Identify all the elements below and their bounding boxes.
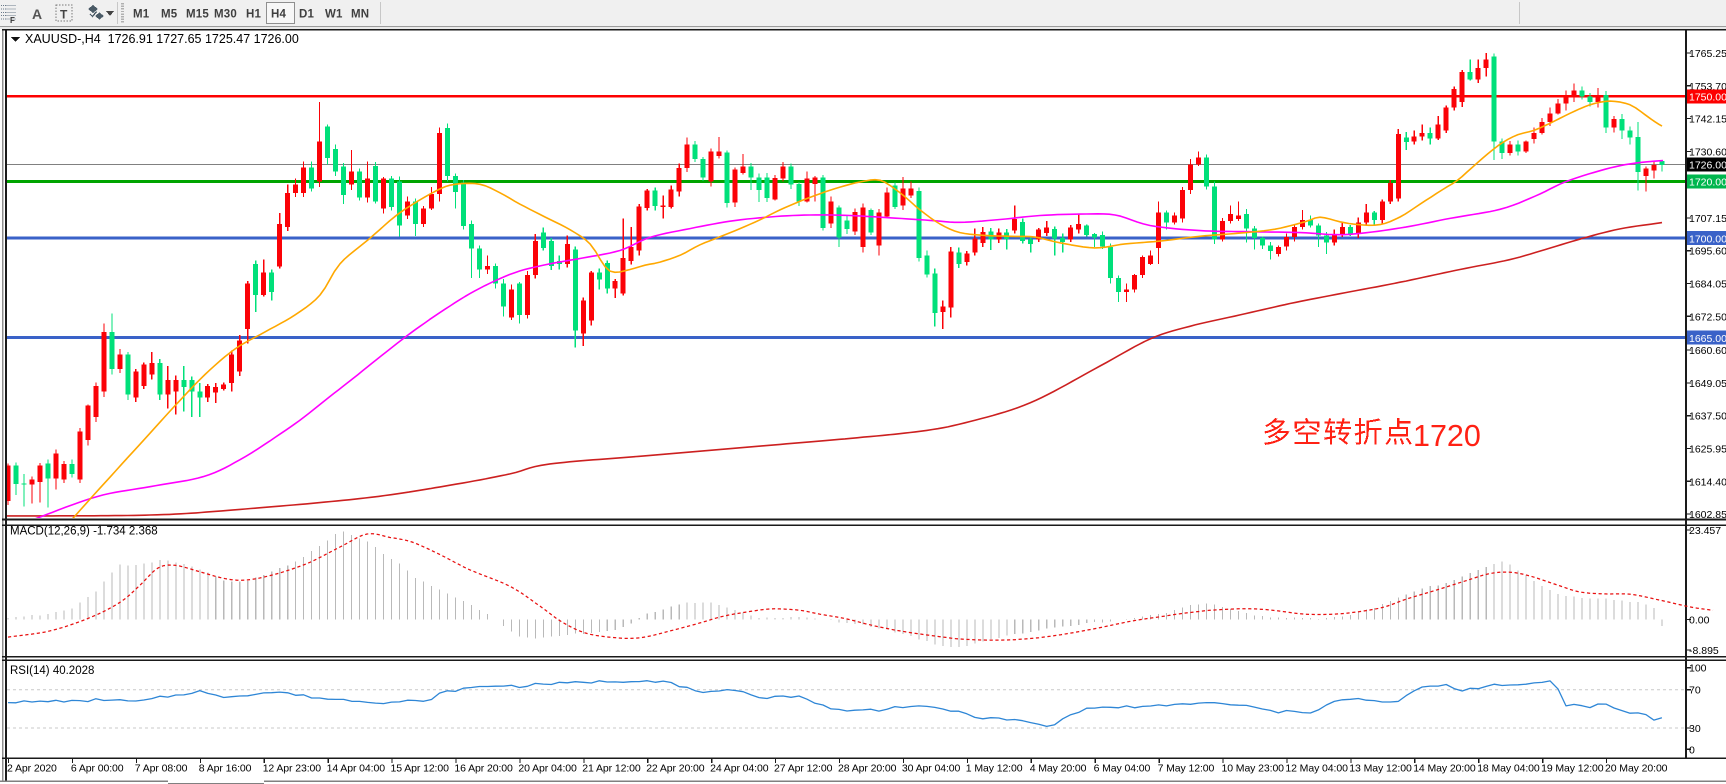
svg-text:1672.50: 1672.50 [1689, 311, 1726, 323]
svg-text:19 May 12:00: 19 May 12:00 [1541, 763, 1604, 775]
svg-text:16 Apr 20:00: 16 Apr 20:00 [454, 763, 513, 775]
svg-text:1707.15: 1707.15 [1689, 213, 1726, 225]
svg-text:7 Apr 08:00: 7 Apr 08:00 [135, 763, 188, 775]
svg-text:24 Apr 04:00: 24 Apr 04:00 [710, 763, 769, 775]
svg-text:1720.00: 1720.00 [1689, 177, 1726, 189]
svg-text:1 May 12:00: 1 May 12:00 [966, 763, 1023, 775]
svg-text:1602.85: 1602.85 [1689, 509, 1726, 521]
svg-text:M5: M5 [161, 9, 178, 21]
svg-text:1625.95: 1625.95 [1689, 444, 1726, 456]
svg-text:14 May 20:00: 14 May 20:00 [1413, 763, 1476, 775]
svg-text:20 May 20:00: 20 May 20:00 [1605, 763, 1668, 775]
svg-text:F: F [10, 16, 15, 25]
svg-text:H4: H4 [271, 9, 287, 21]
svg-text:0.00: 0.00 [1689, 615, 1710, 627]
svg-text:1726.00: 1726.00 [1689, 160, 1726, 172]
svg-text:12 Apr 23:00: 12 Apr 23:00 [263, 763, 322, 775]
svg-text:2 Apr 2020: 2 Apr 2020 [7, 763, 57, 775]
svg-text:1649.05: 1649.05 [1689, 378, 1726, 390]
svg-text:M30: M30 [214, 9, 237, 21]
svg-text:1742.15: 1742.15 [1689, 114, 1726, 126]
svg-text:12 May 04:00: 12 May 04:00 [1285, 763, 1348, 775]
svg-text:1765.25: 1765.25 [1689, 48, 1726, 60]
svg-text:-8.895: -8.895 [1689, 645, 1719, 657]
svg-text:28 Apr 20:00: 28 Apr 20:00 [838, 763, 897, 775]
svg-text:23.457: 23.457 [1689, 525, 1721, 537]
svg-text:100: 100 [1689, 663, 1707, 675]
svg-text:18 May 04:00: 18 May 04:00 [1477, 763, 1540, 775]
svg-text:4 May 20:00: 4 May 20:00 [1030, 763, 1087, 775]
svg-text:T: T [60, 8, 68, 22]
svg-text:22 Apr 20:00: 22 Apr 20:00 [646, 763, 705, 775]
svg-text:A: A [32, 6, 42, 22]
svg-text:H1: H1 [246, 9, 262, 21]
svg-text:D1: D1 [299, 9, 315, 21]
svg-text:1660.60: 1660.60 [1689, 345, 1726, 357]
svg-text:14 Apr 04:00: 14 Apr 04:00 [327, 763, 386, 775]
svg-text:30: 30 [1689, 723, 1701, 735]
svg-text:1665.00: 1665.00 [1689, 333, 1726, 345]
svg-text:70: 70 [1689, 685, 1701, 697]
svg-text:1695.60: 1695.60 [1689, 246, 1726, 258]
svg-text:20 Apr 04:00: 20 Apr 04:00 [518, 763, 577, 775]
svg-text:6 Apr 00:00: 6 Apr 00:00 [71, 763, 124, 775]
svg-text:1700.00: 1700.00 [1689, 233, 1726, 245]
svg-text:M15: M15 [186, 9, 209, 21]
svg-text:1614.40: 1614.40 [1689, 476, 1726, 488]
svg-text:0: 0 [1689, 744, 1695, 756]
svg-text:XAUUSD-,H4 1726.91 1727.65 17: XAUUSD-,H4 1726.91 1727.65 1725.47 1726.… [25, 32, 299, 46]
svg-text:30 Apr 04:00: 30 Apr 04:00 [902, 763, 961, 775]
svg-text:7 May 12:00: 7 May 12:00 [1158, 763, 1215, 775]
svg-text:21 Apr 12:00: 21 Apr 12:00 [582, 763, 641, 775]
svg-text:MACD(12,26,9) -1.734 2.368: MACD(12,26,9) -1.734 2.368 [10, 526, 158, 538]
svg-text:1750.00: 1750.00 [1689, 92, 1726, 104]
svg-text:MN: MN [351, 9, 369, 21]
svg-text:13 May 12:00: 13 May 12:00 [1349, 763, 1412, 775]
svg-text:W1: W1 [325, 9, 343, 21]
svg-text:1730.60: 1730.60 [1689, 146, 1726, 158]
svg-text:10 May 23:00: 10 May 23:00 [1222, 763, 1285, 775]
svg-text:1720: 1720 [1413, 419, 1481, 453]
svg-text:RSI(14) 40.2028: RSI(14) 40.2028 [10, 665, 94, 677]
svg-text:6 May 04:00: 6 May 04:00 [1094, 763, 1151, 775]
svg-text:M1: M1 [133, 9, 150, 21]
svg-text:15 Apr 12:00: 15 Apr 12:00 [391, 763, 450, 775]
svg-text:1684.05: 1684.05 [1689, 279, 1726, 291]
svg-text:27 Apr 12:00: 27 Apr 12:00 [774, 763, 833, 775]
svg-text:1637.50: 1637.50 [1689, 411, 1726, 423]
svg-text:8 Apr 16:00: 8 Apr 16:00 [199, 763, 252, 775]
